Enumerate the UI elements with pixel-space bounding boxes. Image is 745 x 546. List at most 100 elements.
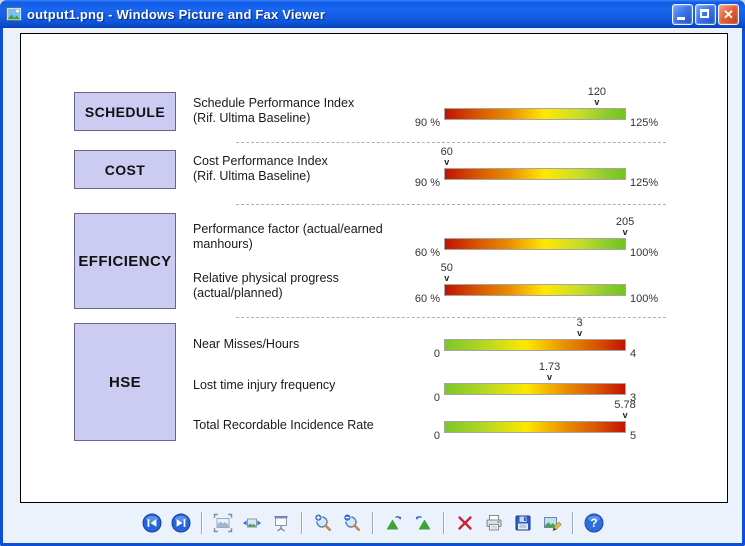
group-label: HSE xyxy=(108,373,142,391)
print-button[interactable] xyxy=(481,511,507,535)
bar-max-label: 125% xyxy=(630,177,659,189)
gradient-bar xyxy=(444,383,626,395)
gradient-bar xyxy=(444,108,626,120)
kpi-bar-lost-time: 1.73 v 0 3 xyxy=(434,362,636,405)
rotate-counterclockwise-icon xyxy=(415,516,430,530)
toolbar-separator xyxy=(442,512,445,534)
marker-value: 60 xyxy=(440,146,453,158)
slideshow-icon xyxy=(274,516,287,532)
bar-max-label: 4 xyxy=(630,348,637,360)
group-box-cost: COST xyxy=(74,150,176,189)
save-button[interactable] xyxy=(510,511,536,535)
start-slideshow-button[interactable] xyxy=(268,511,294,535)
kpi-label-lost-time: Lost time injury frequency xyxy=(193,378,336,392)
minimize-button[interactable] xyxy=(672,3,693,25)
group-box-hse: HSE xyxy=(74,323,176,441)
maximize-icon xyxy=(700,8,709,18)
bar-min-label: 0 xyxy=(433,430,440,442)
group-label: COST xyxy=(104,161,146,178)
gradient-bar xyxy=(444,421,626,433)
window-controls: ✕ xyxy=(672,3,739,25)
kpi-label-trir: Total Recordable Incidence Rate xyxy=(193,418,374,432)
bar-min-label: 90 % xyxy=(414,177,440,189)
gradient-bar xyxy=(444,284,626,296)
rotate-counterclockwise-button[interactable] xyxy=(410,511,436,535)
edit-icon xyxy=(543,517,562,532)
kpi-label-cost: Cost Performance Index (Rif. Ultima Basel… xyxy=(193,154,328,183)
bar-marker: 50 v xyxy=(441,263,453,283)
close-button[interactable]: ✕ xyxy=(718,3,739,25)
actual-size-icon xyxy=(242,518,261,528)
marker-arrow-icon: v xyxy=(577,328,583,338)
window-title: output1.png - Windows Picture and Fax Vi… xyxy=(27,6,326,22)
group-box-efficiency: EFFICIENCY xyxy=(74,213,176,309)
actual-size-button[interactable] xyxy=(239,511,265,535)
help-button[interactable]: ? xyxy=(581,511,607,535)
marker-arrow-icon: v xyxy=(444,157,450,167)
bar-min-label: 0 xyxy=(433,392,440,404)
toolbar-separator xyxy=(571,512,574,534)
svg-text:?: ? xyxy=(590,518,597,530)
viewer-body: SCHEDULE COST EFFICIENCY HSE Schedule Pe… xyxy=(3,28,742,543)
print-icon xyxy=(486,515,501,531)
close-icon: ✕ xyxy=(723,6,734,22)
next-image-button[interactable] xyxy=(168,511,194,535)
delete-button[interactable] xyxy=(452,511,478,535)
bar-marker: 5.78 v xyxy=(614,400,635,420)
minimize-icon xyxy=(677,16,685,20)
toolbar-separator xyxy=(300,512,303,534)
title-bar[interactable]: output1.png - Windows Picture and Fax Vi… xyxy=(0,0,745,28)
save-icon xyxy=(515,515,530,531)
kpi-bar-schedule: 120 v 90 % 125% xyxy=(415,87,658,130)
previous-image-icon xyxy=(142,513,161,533)
group-box-schedule: SCHEDULE xyxy=(74,92,176,131)
group-label: EFFICIENCY xyxy=(78,252,172,270)
maximize-button[interactable] xyxy=(695,3,716,25)
image-canvas: SCHEDULE COST EFFICIENCY HSE Schedule Pe… xyxy=(20,33,728,503)
bar-max-label: 125% xyxy=(630,117,659,129)
toolbar-separator xyxy=(200,512,203,534)
zoom-out-button[interactable] xyxy=(339,511,365,535)
rotate-clockwise-button[interactable] xyxy=(381,511,407,535)
marker-arrow-icon: v xyxy=(622,227,628,237)
marker-arrow-icon: v xyxy=(547,372,553,382)
group-label: SCHEDULE xyxy=(84,103,166,120)
toolbar-separator xyxy=(371,512,374,534)
gradient-bar xyxy=(444,238,626,250)
kpi-bar-relative-progress: 50 v 60 % 100% xyxy=(415,263,658,306)
picture-viewer-app-icon xyxy=(6,6,22,22)
marker-arrow-icon: v xyxy=(594,97,600,107)
bar-marker: 60 v xyxy=(441,147,453,167)
bar-marker: 120 v xyxy=(588,87,606,107)
previous-image-button[interactable] xyxy=(139,511,165,535)
delete-icon xyxy=(457,516,472,530)
kpi-label-performance-factor: Performance factor (actual/earned manhour… xyxy=(193,222,383,251)
zoom-in-button[interactable] xyxy=(310,511,336,535)
marker-value: 50 xyxy=(440,262,453,274)
bar-marker: 205 v xyxy=(616,217,634,237)
zoom-in-icon xyxy=(313,513,331,532)
marker-value: 3 xyxy=(576,317,583,329)
bar-max-label: 3 xyxy=(630,392,637,404)
kpi-bar-trir: 5.78 v 0 5 xyxy=(434,400,636,443)
kpi-label-near-misses: Near Misses/Hours xyxy=(193,337,300,351)
help-icon: ? xyxy=(584,513,603,533)
dashed-separator xyxy=(236,317,666,318)
best-fit-icon xyxy=(213,513,232,533)
kpi-label-schedule: Schedule Performance Index (Rif. Ultima B… xyxy=(193,96,355,125)
bar-max-label: 5 xyxy=(630,430,637,442)
marker-value: 120 xyxy=(587,86,607,98)
dashed-separator xyxy=(236,204,666,205)
marker-value: 5.78 xyxy=(614,399,636,411)
viewer-toolbar: ? xyxy=(3,505,742,541)
edit-button[interactable] xyxy=(539,511,565,535)
bar-max-label: 100% xyxy=(630,293,659,305)
marker-arrow-icon: v xyxy=(444,273,450,283)
marker-value: 205 xyxy=(615,216,635,228)
best-fit-button[interactable] xyxy=(210,511,236,535)
marker-arrow-icon: v xyxy=(622,410,628,420)
bar-max-label: 100% xyxy=(630,247,659,259)
